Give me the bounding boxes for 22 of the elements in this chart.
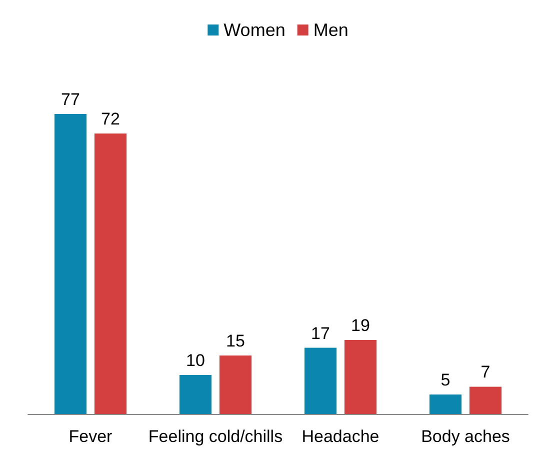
- x-tick-label: Fever: [68, 427, 113, 446]
- data-label: 17: [311, 324, 330, 343]
- bar: [180, 375, 212, 414]
- data-label: 5: [440, 370, 450, 390]
- bar: [430, 394, 462, 414]
- data-label: 77: [61, 90, 80, 109]
- data-label: 19: [351, 316, 370, 335]
- bar: [470, 386, 502, 414]
- bar: [344, 340, 376, 414]
- bar: [54, 114, 86, 414]
- bar: [220, 356, 252, 414]
- legend-label: Women: [224, 20, 286, 40]
- bar: [304, 348, 336, 414]
- x-tick-label: Body aches: [421, 427, 510, 446]
- x-tick-label: Headache: [302, 427, 380, 446]
- data-label: 15: [226, 332, 245, 351]
- data-label: 7: [480, 362, 490, 382]
- legend-label: Men: [313, 20, 348, 40]
- bar: [94, 133, 126, 414]
- data-label: 72: [101, 109, 120, 128]
- x-tick-label: Feeling cold/chills: [148, 427, 283, 446]
- data-label: 10: [186, 351, 205, 370]
